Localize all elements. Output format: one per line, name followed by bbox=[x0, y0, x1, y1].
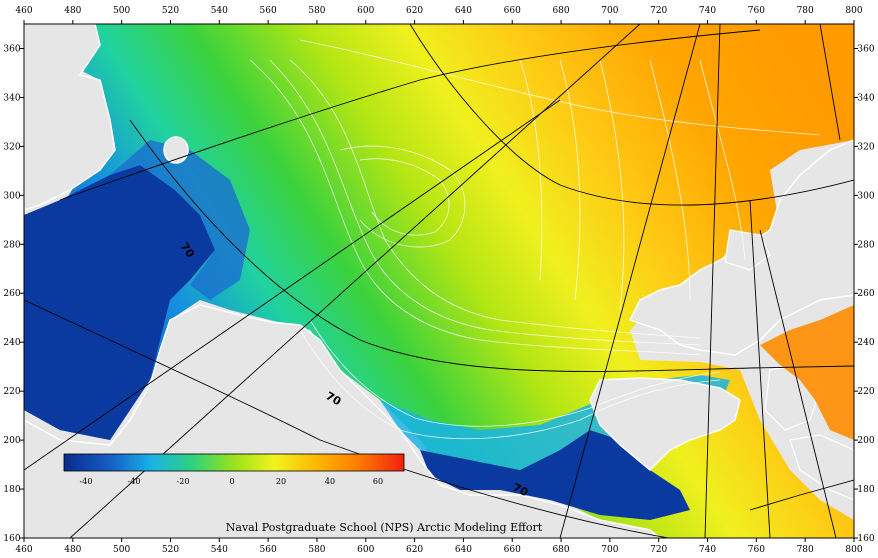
x-tick-label-bottom: 500 bbox=[113, 545, 130, 555]
y-tick-label-left: 300 bbox=[3, 191, 20, 201]
x-tick-label-bottom: 760 bbox=[748, 545, 765, 555]
x-tick-label-bottom: 560 bbox=[260, 545, 277, 555]
x-tick-label-top: 640 bbox=[455, 6, 472, 16]
x-tick-label-bottom: 600 bbox=[357, 545, 374, 555]
y-tick-label-right: 180 bbox=[857, 485, 874, 495]
x-tick-label-bottom: 580 bbox=[308, 545, 325, 555]
y-tick-label-left: 240 bbox=[3, 338, 20, 348]
x-tick-label-bottom: 620 bbox=[406, 545, 423, 555]
x-tick-label-top: 740 bbox=[699, 6, 716, 16]
x-tick-label-top: 520 bbox=[162, 6, 179, 16]
y-tick-label-right: 280 bbox=[857, 240, 874, 250]
x-tick-label-top: 660 bbox=[504, 6, 521, 16]
southeast-basin bbox=[420, 430, 690, 520]
contour-label-70-southeast: 70 bbox=[511, 481, 531, 499]
x-tick-label-bottom: 740 bbox=[699, 545, 716, 555]
y-tick-label-right: 340 bbox=[857, 93, 874, 103]
x-tick-label-top: 680 bbox=[552, 6, 569, 16]
y-tick-label-left: 220 bbox=[3, 387, 20, 397]
land-northwest bbox=[24, 24, 116, 211]
land-south bbox=[589, 377, 741, 472]
x-tick-label-bottom: 720 bbox=[650, 545, 667, 555]
colorbar-tick: -40 bbox=[128, 477, 141, 486]
x-tick-label-bottom: 660 bbox=[504, 545, 521, 555]
colorbar-tick: 20 bbox=[276, 477, 286, 486]
y-tick-label-left: 360 bbox=[3, 44, 20, 54]
y-tick-label-right: 220 bbox=[857, 387, 874, 397]
y-tick-label-left: 180 bbox=[3, 485, 20, 495]
x-tick-label-top: 460 bbox=[15, 6, 32, 16]
x-tick-label-bottom: 460 bbox=[15, 545, 32, 555]
plot-frame bbox=[23, 23, 855, 539]
credit-caption: Naval Postgraduate School (NPS) Arctic M… bbox=[226, 521, 543, 534]
x-tick-label-bottom: 780 bbox=[797, 545, 814, 555]
land-southwest bbox=[24, 304, 662, 538]
graticule bbox=[24, 24, 854, 538]
y-tick-label-left: 320 bbox=[3, 142, 20, 152]
colorbar: -40 -40 -20 0 20 40 60 bbox=[63, 453, 405, 486]
x-tick-label-bottom: 640 bbox=[455, 545, 472, 555]
x-tick-label-bottom: 680 bbox=[552, 545, 569, 555]
y-tick-label-right: 300 bbox=[857, 191, 874, 201]
western-basin bbox=[24, 165, 215, 440]
x-tick-label-bottom: 540 bbox=[211, 545, 228, 555]
x-tick-label-bottom: 520 bbox=[162, 545, 179, 555]
colorbar-tick: -20 bbox=[177, 477, 190, 486]
y-tick-label-left: 340 bbox=[3, 93, 20, 103]
y-tick-label-right: 240 bbox=[857, 338, 874, 348]
y-tick-label-left: 200 bbox=[3, 436, 20, 446]
y-tick-label-right: 200 bbox=[857, 436, 874, 446]
y-tick-label-left: 160 bbox=[3, 534, 20, 544]
x-tick-label-top: 600 bbox=[357, 6, 374, 16]
x-tick-label-top: 720 bbox=[650, 6, 667, 16]
y-tick-label-right: 320 bbox=[857, 142, 874, 152]
x-tick-label-top: 560 bbox=[260, 6, 277, 16]
axis-ticks: 460 460 480 480 500 500 520 520 540 540 560 560 580 5… bbox=[3, 6, 874, 555]
x-tick-label-top: 780 bbox=[797, 6, 814, 16]
x-tick-label-top: 580 bbox=[308, 6, 325, 16]
x-tick-label-top: 500 bbox=[113, 6, 130, 16]
y-tick-label-left: 280 bbox=[3, 240, 20, 250]
colorbar-tick: 60 bbox=[373, 477, 383, 486]
x-tick-label-top: 760 bbox=[748, 6, 765, 16]
bathymetry-contours bbox=[249, 39, 821, 440]
x-tick-label-bottom: 800 bbox=[845, 545, 862, 555]
x-tick-label-bottom: 480 bbox=[64, 545, 81, 555]
y-tick-label-left: 260 bbox=[3, 289, 20, 299]
x-tick-label-top: 800 bbox=[845, 6, 862, 16]
x-tick-label-bottom: 700 bbox=[601, 545, 618, 555]
colorbar-tick: 0 bbox=[229, 477, 234, 486]
colorbar-tick: -40 bbox=[80, 477, 93, 486]
x-tick-label-top: 700 bbox=[601, 6, 618, 16]
plot-area: 70 70 70 -40 -40 -20 0 20 40 60 Naval Po… bbox=[24, 24, 854, 538]
y-tick-label-right: 260 bbox=[857, 289, 874, 299]
y-tick-label-right: 360 bbox=[857, 44, 874, 54]
x-tick-label-top: 540 bbox=[211, 6, 228, 16]
land-east bbox=[628, 139, 854, 356]
x-tick-label-top: 620 bbox=[406, 6, 423, 16]
x-tick-label-top: 480 bbox=[64, 6, 81, 16]
colorbar-tick: 40 bbox=[325, 477, 335, 486]
y-tick-label-right: 160 bbox=[857, 534, 874, 544]
colorbar-gradient bbox=[63, 453, 405, 472]
